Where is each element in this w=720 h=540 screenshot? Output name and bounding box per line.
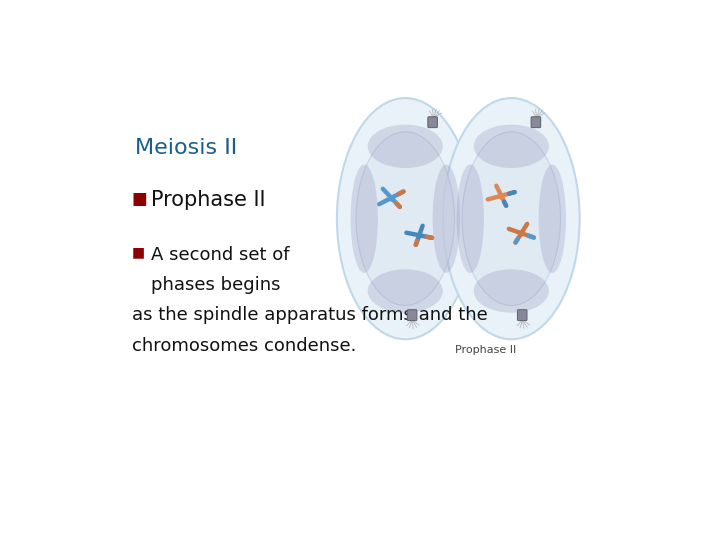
Ellipse shape — [474, 269, 549, 313]
Ellipse shape — [368, 125, 443, 168]
FancyBboxPatch shape — [428, 117, 437, 127]
FancyBboxPatch shape — [408, 310, 417, 321]
Text: phases begins: phases begins — [151, 276, 281, 294]
Ellipse shape — [456, 164, 484, 273]
Text: as the spindle apparatus forms and the: as the spindle apparatus forms and the — [132, 306, 487, 325]
Ellipse shape — [356, 132, 454, 306]
Ellipse shape — [539, 164, 566, 273]
Text: Meiosis II: Meiosis II — [135, 138, 237, 158]
Ellipse shape — [433, 164, 460, 273]
Text: chromosomes condense.: chromosomes condense. — [132, 337, 356, 355]
Text: Prophase II: Prophase II — [456, 346, 517, 355]
Text: Prophase II: Prophase II — [151, 190, 266, 210]
Ellipse shape — [368, 269, 443, 313]
Ellipse shape — [443, 98, 580, 339]
Text: ■: ■ — [132, 246, 145, 260]
FancyBboxPatch shape — [518, 310, 527, 321]
Ellipse shape — [462, 132, 560, 306]
FancyBboxPatch shape — [531, 117, 541, 127]
Ellipse shape — [474, 125, 549, 168]
Ellipse shape — [351, 164, 378, 273]
Ellipse shape — [337, 98, 474, 339]
Text: ■: ■ — [132, 190, 148, 207]
Text: A second set of: A second set of — [151, 246, 290, 264]
